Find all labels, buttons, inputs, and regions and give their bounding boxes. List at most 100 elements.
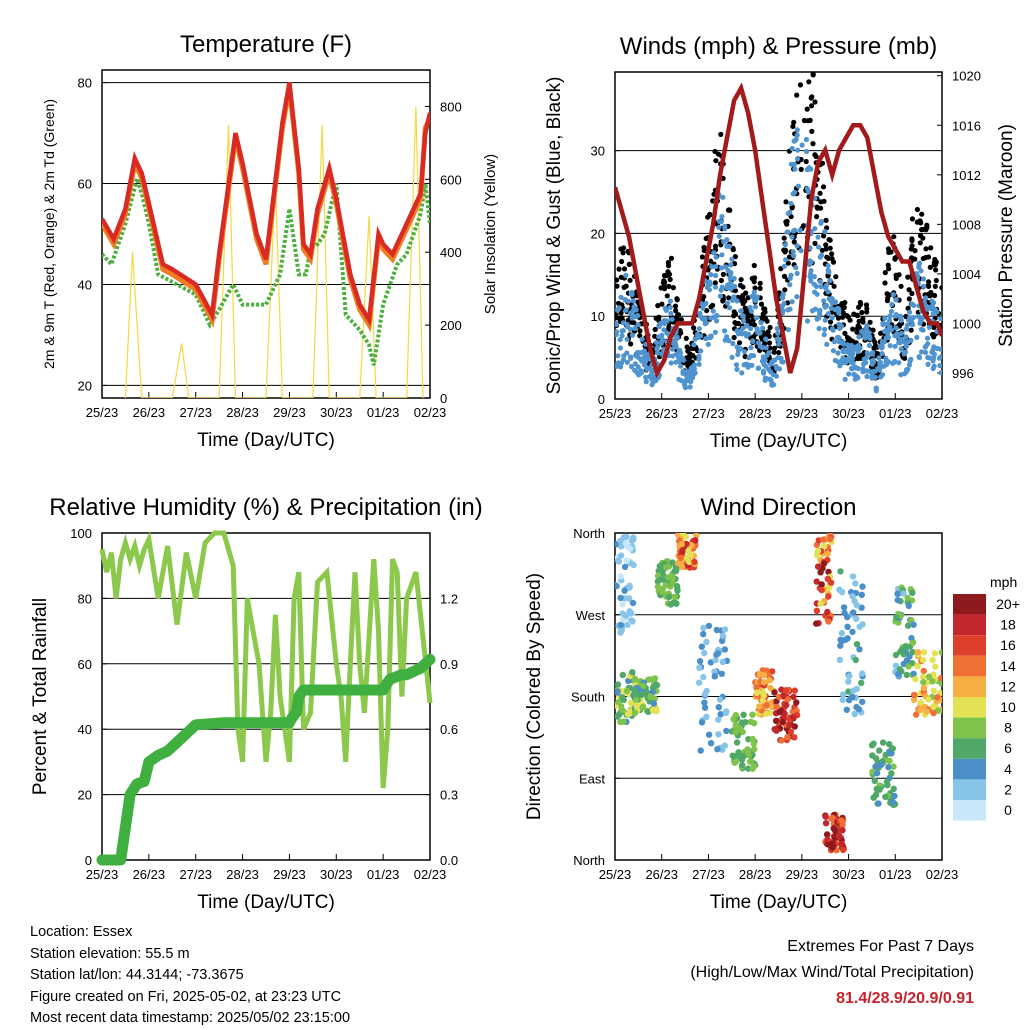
gust-point bbox=[619, 258, 625, 265]
wind-point bbox=[873, 386, 879, 392]
gust-point bbox=[618, 310, 624, 316]
colorbar-swatch bbox=[953, 676, 986, 697]
direction-point bbox=[678, 540, 685, 548]
gust-point bbox=[727, 207, 733, 213]
direction-point bbox=[917, 699, 925, 706]
direction-point bbox=[839, 827, 846, 834]
direction-point bbox=[740, 711, 747, 718]
wind-point bbox=[732, 283, 738, 289]
direction-point bbox=[617, 629, 624, 636]
gust-point bbox=[817, 190, 823, 196]
direction-point bbox=[910, 670, 917, 678]
direction-point bbox=[779, 718, 786, 726]
colorbar-swatch bbox=[953, 655, 986, 677]
wind-point bbox=[624, 359, 631, 365]
gust-point bbox=[856, 304, 862, 310]
gust-point bbox=[809, 94, 815, 100]
wind-point bbox=[738, 346, 744, 352]
x-tick-label: 01/23 bbox=[367, 867, 400, 882]
gust-point bbox=[926, 279, 932, 285]
direction-point bbox=[818, 586, 825, 594]
wind-point bbox=[734, 298, 740, 304]
gust-point bbox=[863, 302, 870, 308]
gust-point bbox=[752, 275, 758, 281]
direction-point bbox=[823, 831, 831, 838]
direction-point bbox=[791, 734, 798, 741]
gust-point bbox=[827, 237, 833, 243]
wind-point bbox=[856, 334, 862, 340]
y2-tick-label: 200 bbox=[440, 318, 462, 333]
wind-point bbox=[635, 313, 641, 319]
direction-point bbox=[882, 793, 889, 801]
wind-point bbox=[789, 145, 795, 152]
wind-point bbox=[774, 366, 780, 372]
gust-point bbox=[781, 235, 787, 241]
x-tick-label: 30/23 bbox=[832, 406, 865, 421]
wind-point bbox=[829, 300, 835, 306]
wind-point bbox=[836, 339, 843, 345]
gust-point bbox=[932, 283, 938, 289]
wind-point bbox=[792, 166, 798, 172]
wind-point bbox=[615, 329, 620, 335]
direction-point bbox=[701, 704, 709, 711]
wind-point bbox=[906, 362, 913, 368]
gust-point bbox=[809, 128, 815, 134]
direction-point bbox=[773, 703, 781, 711]
direction-point bbox=[615, 713, 621, 720]
direction-point bbox=[617, 718, 624, 726]
gust-point bbox=[637, 328, 643, 334]
gust-point bbox=[701, 247, 707, 254]
plot-frame bbox=[614, 71, 943, 400]
wind-point bbox=[629, 332, 636, 338]
direction-point bbox=[618, 706, 625, 713]
wind-point bbox=[682, 385, 689, 391]
wind-point bbox=[897, 340, 903, 346]
gust-point bbox=[745, 295, 751, 301]
gust-point bbox=[882, 280, 888, 286]
wind-point bbox=[914, 334, 920, 340]
direction-point bbox=[784, 734, 791, 741]
wind-point bbox=[824, 341, 830, 347]
y-tick-label: 80 bbox=[78, 591, 92, 606]
wind-point bbox=[678, 350, 684, 356]
colorbar-swatch bbox=[953, 779, 986, 800]
gust-point bbox=[659, 301, 665, 307]
colorbar-swatch bbox=[953, 614, 986, 636]
direction-point bbox=[751, 746, 758, 753]
direction-point bbox=[625, 595, 633, 602]
wind-speed-colorbar: mph 20+ 18 16 14 12 10 8 6 4 2 0 bbox=[953, 574, 1020, 821]
wind-point bbox=[718, 287, 724, 293]
direction-point bbox=[618, 543, 625, 550]
gust-point bbox=[621, 266, 628, 272]
wind-point bbox=[855, 365, 861, 372]
direction-point bbox=[883, 778, 891, 786]
direction-point bbox=[615, 582, 620, 590]
wind-point bbox=[847, 358, 853, 365]
wind-point bbox=[789, 234, 795, 240]
direction-point bbox=[692, 537, 699, 544]
direction-point bbox=[826, 535, 834, 543]
gust-point bbox=[909, 238, 915, 244]
wind-point bbox=[804, 186, 810, 192]
gust-point bbox=[766, 340, 773, 346]
y-tick-label: 30 bbox=[591, 144, 605, 159]
wind-point bbox=[763, 336, 769, 342]
direction-point bbox=[836, 656, 844, 663]
wind-point bbox=[708, 315, 714, 321]
direction-point bbox=[671, 593, 679, 600]
direction-point bbox=[749, 735, 756, 743]
wind-point bbox=[769, 381, 775, 387]
x-tick-label: 27/23 bbox=[179, 867, 212, 882]
wind-point bbox=[910, 315, 916, 321]
colorbar-swatch bbox=[953, 635, 986, 656]
wind-point bbox=[643, 374, 649, 380]
y-tick-label: 20 bbox=[78, 788, 92, 803]
gust-point bbox=[683, 335, 689, 341]
gust-point bbox=[745, 314, 751, 320]
wind-point bbox=[711, 250, 717, 256]
wind-point bbox=[926, 324, 933, 330]
wind-point bbox=[748, 345, 754, 351]
direction-point bbox=[836, 586, 843, 593]
wind-point bbox=[809, 308, 816, 314]
gust-point bbox=[914, 206, 921, 213]
